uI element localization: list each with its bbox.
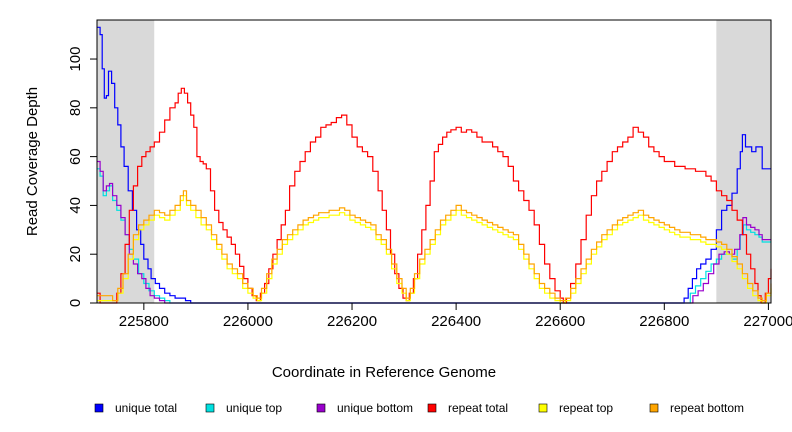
legend-swatch (205, 403, 215, 413)
legend-label: unique total (115, 401, 177, 415)
y-axis-title: Read Coverage Depth (24, 87, 41, 236)
x-tick-label: 226800 (639, 313, 689, 330)
y-tick-label: 80 (67, 99, 84, 116)
series-line-repeat-total (97, 87, 772, 304)
y-tick-label: 20 (67, 246, 84, 263)
legend-label: unique top (226, 401, 282, 415)
x-tick-label: 226200 (327, 313, 377, 330)
x-tick-label: 226400 (431, 313, 481, 330)
legend-swatch (649, 403, 659, 413)
x-tick-label: 227000 (743, 313, 792, 330)
shaded-region-1 (716, 20, 771, 303)
y-axis: 0 20 40 60 80 100 (67, 47, 97, 307)
x-tick-label: 226600 (535, 313, 585, 330)
legend-swatch (427, 403, 437, 413)
x-axis: 225800 226000 226200 226400 226600 226800 2270… (119, 302, 792, 330)
x-tick-label: 226000 (223, 313, 273, 330)
series-line-repeat-bottom (97, 190, 772, 302)
legend-label: repeat bottom (670, 401, 744, 415)
series-line-repeat-top (97, 195, 772, 304)
legend-swatch (316, 403, 326, 413)
y-tick-label: 40 (67, 197, 84, 214)
y-tick-label: 100 (67, 47, 84, 72)
legend-swatch (94, 403, 104, 413)
x-axis-title: Coordinate in Reference Genome (272, 364, 496, 381)
legend: unique total unique top unique bottom repea… (94, 401, 744, 415)
legend-label: repeat total (448, 401, 508, 415)
legend-label: unique bottom (337, 401, 413, 415)
series-line-unique-top (97, 168, 771, 304)
series-line-unique-total (97, 26, 771, 304)
x-tick-label: 225800 (119, 313, 169, 330)
legend-swatch (538, 403, 548, 413)
series-lines (97, 26, 772, 304)
legend-label: repeat top (559, 401, 613, 415)
y-tick-label: 0 (67, 299, 84, 307)
y-tick-label: 60 (67, 148, 84, 165)
